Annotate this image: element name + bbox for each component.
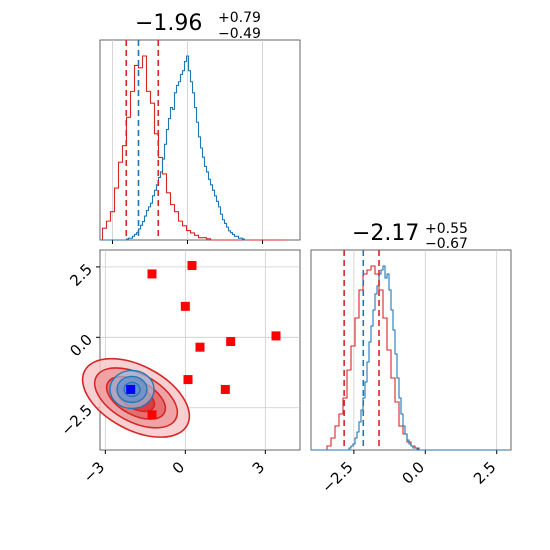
- histogram-series: [311, 265, 507, 451]
- x-tick-label: 0: [169, 458, 188, 477]
- x-tick-labels: −2.5 0.0 2.5: [318, 458, 499, 496]
- red-square-marker: [147, 410, 157, 420]
- title-minus: −0.67: [425, 236, 468, 252]
- panel-histogram-x: −1.96 +0.79 −0.49: [99, 10, 301, 244]
- quantile-lines: [125, 40, 160, 240]
- panel-2d-scatter: −3 0 3 −2.5 0.0 2.5: [58, 249, 301, 486]
- title-plus: +0.79: [218, 10, 261, 26]
- red-square-marker: [180, 301, 190, 311]
- x-tick-label: 2.5: [470, 458, 500, 488]
- y-tick-label: 2.5: [66, 260, 96, 290]
- panel-histogram-y: −2.5 0.0 2.5 −2.17 +0.55 −0.67: [310, 221, 512, 497]
- red-square-marker: [271, 331, 281, 341]
- blue-square-marker: [126, 384, 136, 394]
- red-square-marker: [195, 342, 205, 352]
- blue-histogram: [311, 265, 507, 451]
- red-square-marker: [147, 269, 157, 279]
- title-plus: +0.55: [425, 221, 468, 237]
- x-tick-label: −2.5: [318, 458, 356, 496]
- panel-frame: [310, 249, 512, 451]
- title-minus: −0.49: [218, 26, 261, 42]
- x-tick-label: 3: [249, 458, 268, 477]
- red-square-marker: [187, 260, 197, 270]
- y-tick-labels: −2.5 0.0 2.5: [58, 260, 96, 439]
- red-square-marker: [226, 337, 236, 347]
- title-value: −1.96: [135, 11, 202, 36]
- x-tick-label: 0.0: [399, 458, 429, 488]
- grid-lines: [353, 250, 498, 454]
- contours: [81, 357, 191, 438]
- grid-lines: [112, 40, 263, 244]
- red-square-marker: [183, 375, 193, 385]
- y-tick-label: −2.5: [58, 401, 96, 439]
- scatter-points: [126, 260, 281, 420]
- panel-title: −2.17: [352, 221, 419, 246]
- y-tick-label: 0.0: [66, 331, 96, 361]
- x-tick-labels: −3 0 3: [80, 458, 268, 486]
- x-tick-label: −3: [80, 458, 108, 486]
- blue-histogram: [102, 55, 247, 241]
- panel-title: −1.96: [135, 11, 202, 36]
- title-value: −2.17: [352, 221, 419, 246]
- red-square-marker: [220, 384, 230, 394]
- quantile-lines: [343, 250, 380, 450]
